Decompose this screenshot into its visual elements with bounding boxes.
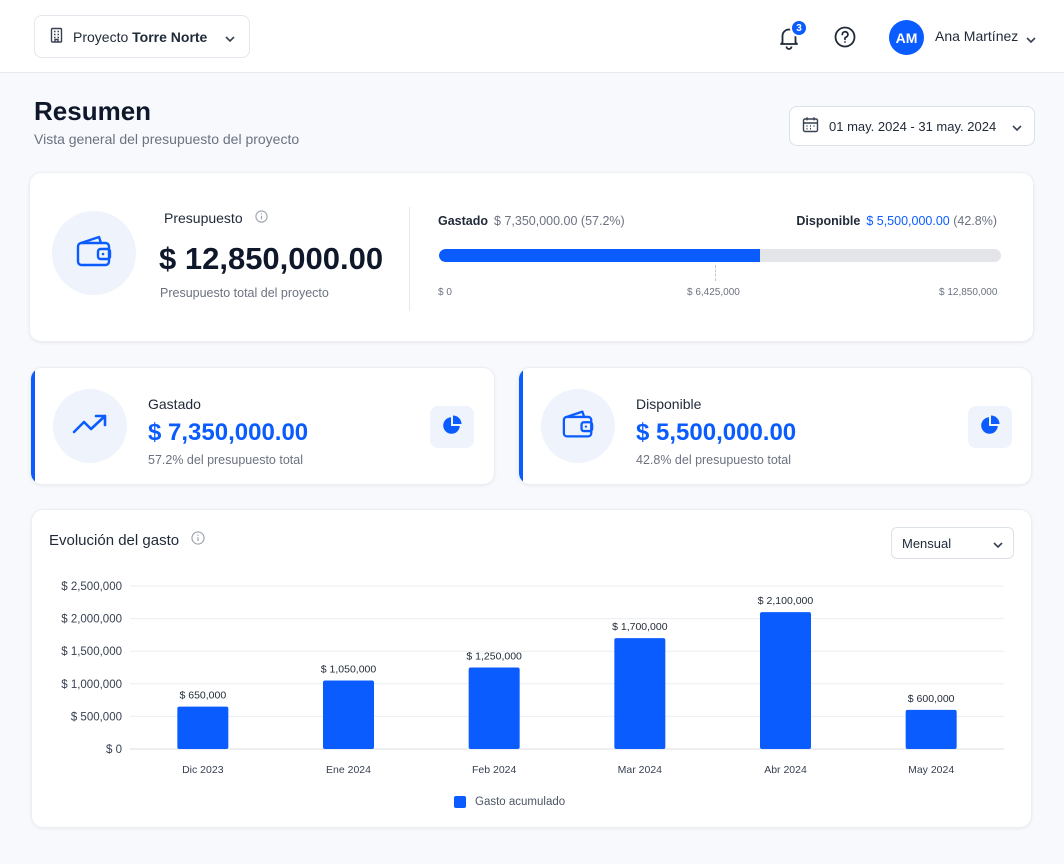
pie-chart-icon <box>441 414 463 441</box>
budget-card: Presupuesto $ 12,850,000.00 Presupuesto … <box>29 172 1034 342</box>
bar-data-label: $ 2,100,000 <box>758 595 814 607</box>
budget-note: Presupuesto total del proyecto <box>160 286 329 300</box>
bar-data-label: $ 600,000 <box>908 693 955 705</box>
chevron-down-icon <box>1012 119 1022 134</box>
card-accent <box>519 368 523 484</box>
x-tick-label: Mar 2024 <box>618 764 663 776</box>
stat-value: $ 7,350,000.00 <box>148 419 309 446</box>
stat-note: 57.2% del presupuesto total <box>148 453 303 467</box>
period-value: Mensual <box>902 535 952 551</box>
avatar[interactable]: AM <box>889 20 924 55</box>
stat-note: 42.8% del presupuesto total <box>636 453 791 467</box>
available-icon-circle <box>541 389 615 463</box>
info-icon[interactable] <box>254 210 268 226</box>
y-tick-label: $ 2,000,000 <box>61 614 122 626</box>
chart-bar <box>177 706 229 749</box>
wallet-icon <box>75 234 113 273</box>
chart-bar <box>760 612 811 749</box>
user-name[interactable]: Ana Martínez <box>935 28 1019 44</box>
help-icon <box>832 26 858 54</box>
pie-chart-icon <box>979 414 1001 441</box>
chart-bar <box>614 638 666 749</box>
spent-card: Gastado $ 7,350,000.00 57.2% del presupu… <box>30 367 495 485</box>
legend-swatch <box>454 796 466 808</box>
available-card: Disponible $ 5,500,000.00 42.8% del pres… <box>518 367 1032 485</box>
date-range-picker[interactable]: 01 may. 2024 - 31 may. 2024 <box>789 106 1035 146</box>
wallet-icon <box>561 409 595 444</box>
bar-data-label: $ 650,000 <box>179 690 226 702</box>
chart-bar <box>323 680 374 749</box>
budget-progress-bar <box>439 249 1001 262</box>
bar-data-label: $ 1,700,000 <box>612 621 668 633</box>
chart-legend: Gasto acumulado <box>454 796 565 808</box>
budget-icon-circle <box>52 211 136 295</box>
spent-summary: Gastado $ 7,350,000.00 (57.2%) <box>438 214 625 228</box>
chart-toggle-button[interactable] <box>430 406 474 448</box>
x-tick-label: Ene 2024 <box>326 764 371 776</box>
y-tick-label: $ 2,500,000 <box>61 581 122 593</box>
stat-label: Disponible <box>636 396 702 412</box>
spent-icon-circle <box>53 389 127 463</box>
legend-label: Gasto acumulado <box>475 796 566 808</box>
period-select[interactable]: Mensual <box>891 527 1014 559</box>
midpoint-marker <box>715 265 716 281</box>
top-bar: Proyecto Torre Norte 3 AM Ana Martínez <box>0 0 1064 73</box>
budget-progress-fill <box>439 249 761 262</box>
chart-toggle-button[interactable] <box>968 406 1012 448</box>
info-icon[interactable] <box>191 531 205 549</box>
page-title: Resumen <box>34 96 152 126</box>
divider <box>409 207 410 311</box>
budget-label: Presupuesto <box>164 210 268 226</box>
y-tick-label: $ 500,000 <box>71 711 122 723</box>
chevron-down-icon <box>993 536 1003 551</box>
chevron-down-icon[interactable] <box>1026 30 1036 48</box>
bar-data-label: $ 1,250,000 <box>466 651 522 663</box>
stat-value: $ 5,500,000.00 <box>636 419 797 446</box>
bar-data-label: $ 1,050,000 <box>321 664 377 676</box>
scale-mid: $ 6,425,000 <box>687 287 740 298</box>
chart-bar <box>468 667 520 749</box>
x-tick-label: Feb 2024 <box>472 764 517 776</box>
chevron-down-icon <box>225 29 235 45</box>
help-button[interactable] <box>832 24 858 50</box>
y-tick-label: $ 1,000,000 <box>61 679 122 691</box>
available-summary: Disponible $ 5,500,000.00 (42.8%) <box>796 214 997 228</box>
page-subtitle: Vista general del presupuesto del proyec… <box>34 131 300 147</box>
y-tick-label: $ 0 <box>106 744 122 756</box>
scale-min: $ 0 <box>438 287 452 298</box>
building-icon <box>49 27 64 46</box>
notification-badge: 3 <box>790 19 808 37</box>
card-accent <box>31 368 35 484</box>
date-range-value: 01 may. 2024 - 31 may. 2024 <box>829 118 997 134</box>
bell-icon <box>776 28 802 54</box>
x-tick-label: Abr 2024 <box>764 764 807 776</box>
spending-bar-chart: $ 0 $ 500,000 $ 1,000,000 $ 1,500,000 $ 2,00… <box>61 581 1004 776</box>
chart-bar <box>905 709 957 749</box>
budget-total-value: $ 12,850,000.00 <box>159 241 384 276</box>
chart-title: Evolución del gasto <box>49 531 205 549</box>
calendar-icon <box>802 116 819 136</box>
x-tick-label: Dic 2023 <box>182 764 224 776</box>
x-tick-label: May 2024 <box>908 764 954 776</box>
project-selector[interactable]: Proyecto Torre Norte <box>34 15 250 58</box>
spending-chart-card: $ 0 $ 500,000 $ 1,000,000 $ 1,500,000 $ 2,00… <box>31 509 1032 828</box>
scale-max: $ 12,850,000 <box>939 287 998 298</box>
trending-up-icon <box>72 413 108 440</box>
y-tick-label: $ 1,500,000 <box>61 646 122 658</box>
stat-label: Gastado <box>148 396 201 412</box>
project-label: Proyecto Torre Norte <box>73 28 208 45</box>
